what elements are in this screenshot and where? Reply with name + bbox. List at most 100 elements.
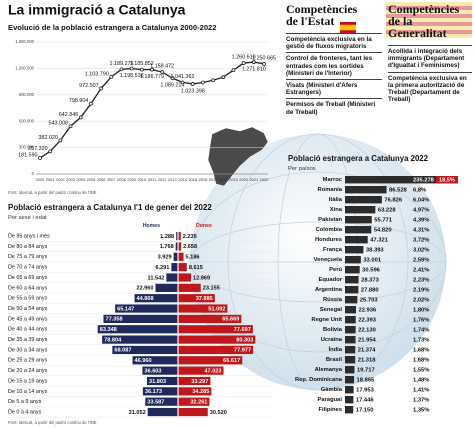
value-label: 2.658 — [183, 244, 197, 250]
value-label: 181.590 — [18, 152, 38, 158]
value-label: 32.261 — [190, 399, 207, 405]
value-label: 19.717 — [357, 368, 375, 374]
category-label: De 10 a 14 anys — [8, 389, 48, 395]
value-label: 55.771 — [374, 218, 393, 224]
bar — [142, 387, 178, 396]
value-label: 21.318 — [358, 358, 377, 364]
bar — [345, 266, 360, 274]
bar — [97, 325, 178, 334]
x-tick-label: 2008 — [117, 177, 126, 182]
bar — [178, 283, 201, 292]
value-label: 63.228 — [378, 208, 397, 214]
percentage-label: 1,74% — [413, 328, 429, 334]
point — [190, 82, 195, 86]
x-tick-label: 2012 — [158, 177, 167, 182]
point — [68, 124, 73, 129]
bar — [345, 256, 361, 264]
percentage-label: 2,02% — [413, 298, 429, 304]
value-label: 1.103.790 — [85, 71, 109, 77]
x-tick-label: 2021 — [249, 177, 258, 182]
point — [89, 101, 93, 106]
x-tick-label: 2017 — [209, 177, 218, 182]
point — [241, 61, 246, 65]
bar — [145, 397, 178, 406]
value-label: 1.288 — [160, 234, 174, 240]
value-label: 47.023 — [204, 368, 221, 374]
percentage-label: 4,31% — [413, 228, 429, 234]
bar — [345, 386, 354, 394]
bar — [102, 335, 178, 344]
value-label: 22.130 — [358, 328, 376, 334]
value-label: 18.865 — [357, 378, 376, 384]
value-label: 46.960 — [135, 358, 152, 364]
category-label: Rússia — [323, 297, 343, 303]
category-label: Perú — [329, 267, 342, 273]
y-tick-label: 300.000 — [19, 145, 35, 150]
value-label: 642.846 — [59, 112, 79, 118]
value-label: 22.960 — [136, 286, 153, 292]
bar — [345, 216, 372, 224]
value-label: 51.092 — [208, 306, 225, 312]
value-label: 1.189.279 — [109, 61, 133, 67]
value-label: 1.250.665 — [252, 55, 276, 61]
value-label: 37.885 — [196, 296, 213, 302]
x-tick-label: 2009 — [127, 177, 136, 182]
bar — [178, 345, 254, 355]
value-label: 78.804 — [104, 337, 122, 343]
bar — [178, 294, 215, 303]
point — [150, 67, 154, 72]
category-label: De 15 a 19 anys — [8, 378, 48, 384]
x-tick-label: 2005 — [87, 177, 96, 182]
bar — [345, 196, 382, 204]
estat-title: Competències de l'Estat — [286, 2, 358, 28]
category-label: De 70 a 74 anys — [8, 265, 48, 271]
value-label: 23.155 — [203, 286, 220, 292]
value-label: 27.880 — [361, 288, 379, 294]
value-label: 257.320 — [28, 146, 48, 152]
point — [38, 156, 42, 160]
value-label: 235.278 — [413, 178, 435, 184]
bar — [178, 263, 187, 272]
category-label: Paraguai — [318, 397, 343, 403]
bar — [345, 316, 356, 324]
bar — [147, 376, 178, 386]
x-tick-label: 2004 — [76, 177, 85, 182]
percentage-label: 1,76% — [413, 318, 429, 324]
x-tick-label: 2018 — [219, 177, 228, 182]
bar — [345, 356, 356, 364]
value-label: 1.768 — [160, 244, 174, 250]
generalitat-item: Acollida i integració dels immigrants (D… — [388, 45, 472, 72]
value-label: 31.052 — [129, 410, 146, 416]
value-label: 38.393 — [366, 248, 385, 254]
percentage-label: 18,5% — [439, 177, 455, 183]
category-label: Filipines — [318, 407, 342, 413]
value-label: 44.868 — [137, 296, 154, 302]
competencies-estat: Competències de l'Estat Competència excl… — [286, 3, 382, 118]
competencies-generalitat: Competències de la Generalitat Acollida … — [388, 3, 472, 105]
bar — [345, 226, 372, 234]
percentage-label: 4,97% — [413, 208, 429, 214]
percentage-label: 4,39% — [413, 218, 429, 224]
source: Font: Idescat, a partir del padró contin… — [8, 190, 97, 195]
category-label: De 35 a 39 anys — [8, 337, 48, 343]
x-tick-label: 2011 — [148, 177, 156, 182]
category-label: De 55 a 59 anys — [8, 296, 48, 302]
percentage-label: 1,37% — [413, 398, 429, 404]
category-label: De 20 a 24 anys — [8, 368, 48, 374]
category-label: De 45 a 49 anys — [8, 316, 48, 322]
estat-item: Competència exclusiva en la gestió de fl… — [286, 33, 382, 52]
category-label: Colòmbia — [316, 227, 343, 233]
value-label: 17.953 — [356, 388, 375, 394]
bar — [103, 314, 178, 323]
category-label: De 80 a 84 anys — [8, 244, 48, 250]
x-tick-label: 2010 — [137, 177, 146, 182]
value-label: 21.954 — [358, 338, 377, 344]
percentage-label: 2,19% — [413, 288, 429, 294]
point — [99, 86, 103, 91]
category-label: Veneçuela — [314, 257, 343, 263]
percentage-label: 1,35% — [413, 408, 429, 414]
value-label: 33.001 — [363, 258, 382, 264]
percentage-label: 1,80% — [413, 308, 429, 314]
category-label: Equador — [318, 277, 342, 283]
